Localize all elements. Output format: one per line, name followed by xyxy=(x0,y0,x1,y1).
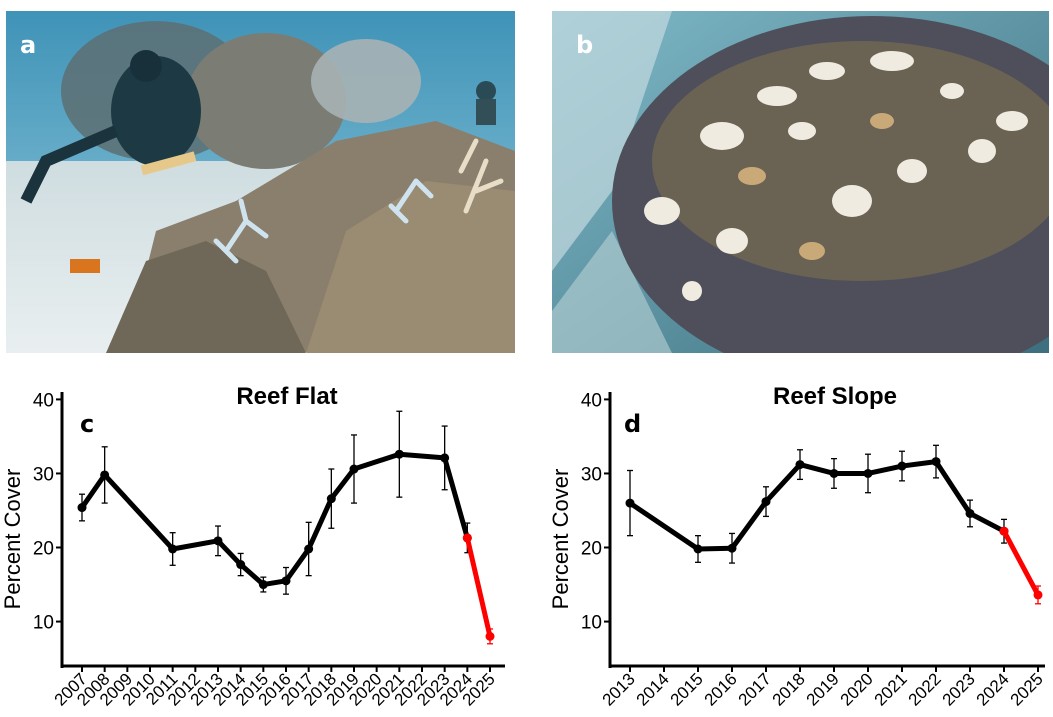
chart-title: Reef Flat xyxy=(236,383,337,410)
data-point xyxy=(281,576,291,586)
data-point xyxy=(625,498,635,508)
y-tick-label: 40 xyxy=(581,390,602,411)
panel-letter-c: c xyxy=(80,410,94,438)
data-point xyxy=(326,494,336,504)
data-point xyxy=(999,526,1009,536)
x-tick-label: 2015 xyxy=(667,669,707,709)
x-tick-label: 2021 xyxy=(871,669,911,709)
x-tick-label: 2018 xyxy=(769,669,809,709)
data-point xyxy=(213,536,223,546)
y-tick-label: 30 xyxy=(581,464,602,485)
x-tick-label: 2019 xyxy=(803,669,843,709)
y-tick-label: 40 xyxy=(33,390,54,411)
data-point xyxy=(304,544,314,554)
x-tick-label: 2022 xyxy=(905,669,945,709)
data-point xyxy=(349,464,359,474)
reef-flat-photo-illustration xyxy=(6,11,515,353)
y-tick-label: 10 xyxy=(33,613,54,634)
y-tick-label: 20 xyxy=(33,539,54,560)
data-point xyxy=(100,470,110,480)
series-line-historical xyxy=(79,451,470,588)
data-point xyxy=(258,580,268,590)
data-point xyxy=(236,560,246,570)
chart-reef-slope: Reef Slope d 10 20 30 40 Percent Cover 2013 2014… xyxy=(548,370,1053,717)
photo-reef-slope-bleaching: b xyxy=(552,11,1049,353)
y-tick-label: 10 xyxy=(581,613,602,634)
x-tick-label: 2020 xyxy=(837,669,877,709)
x-tick-label: 2017 xyxy=(735,669,775,709)
series-line-historical xyxy=(627,459,1007,552)
photo-reef-flat-diver: a xyxy=(6,11,515,353)
panel-letter-b: b xyxy=(576,31,594,59)
series-line-2025 xyxy=(1001,528,1041,598)
x-tick-label: 2023 xyxy=(939,669,979,709)
data-point xyxy=(863,468,873,478)
x-tick-label: 2013 xyxy=(599,669,639,709)
data-point xyxy=(727,543,737,553)
x-tick-label: 2024 xyxy=(973,669,1013,709)
reef-slope-line-chart: Reef Slope d 10 20 30 40 Percent Cover 20132014… xyxy=(548,383,1047,710)
data-point xyxy=(829,468,839,478)
data-point xyxy=(795,460,805,470)
data-point xyxy=(965,508,975,518)
chart-title: Reef Slope xyxy=(773,383,897,410)
data-point xyxy=(77,503,87,513)
data-point xyxy=(462,533,472,543)
y-tick-label: 20 xyxy=(581,539,602,560)
y-tick-label: 30 xyxy=(33,464,54,485)
data-point xyxy=(761,497,771,507)
chart-reef-flat: Reef Flat c 10 20 30 40 Percent Cover 2007 2008 2… xyxy=(0,370,520,717)
panel-letter-d: d xyxy=(624,410,641,438)
y-axis-label: Percent Cover xyxy=(0,469,25,610)
data-point xyxy=(440,453,450,463)
data-point xyxy=(897,461,907,471)
reef-slope-photo-illustration xyxy=(552,11,1049,353)
series-line-2025 xyxy=(464,535,493,639)
y-axis-label: Percent Cover xyxy=(548,469,573,610)
data-point xyxy=(1033,590,1043,600)
x-tick-label: 2014 xyxy=(633,669,673,709)
x-tick-label: 2016 xyxy=(701,669,741,709)
panel-letter-a: a xyxy=(20,31,37,59)
data-point xyxy=(693,544,703,554)
data-point xyxy=(485,631,495,641)
data-point xyxy=(931,457,941,467)
data-point xyxy=(168,544,178,554)
x-tick-label: 2025 xyxy=(1007,669,1047,709)
data-point xyxy=(394,449,404,459)
